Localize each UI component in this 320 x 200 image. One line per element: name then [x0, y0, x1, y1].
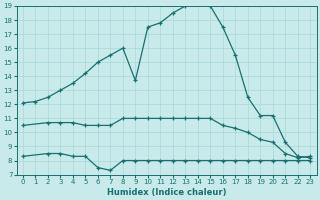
- X-axis label: Humidex (Indice chaleur): Humidex (Indice chaleur): [107, 188, 226, 197]
